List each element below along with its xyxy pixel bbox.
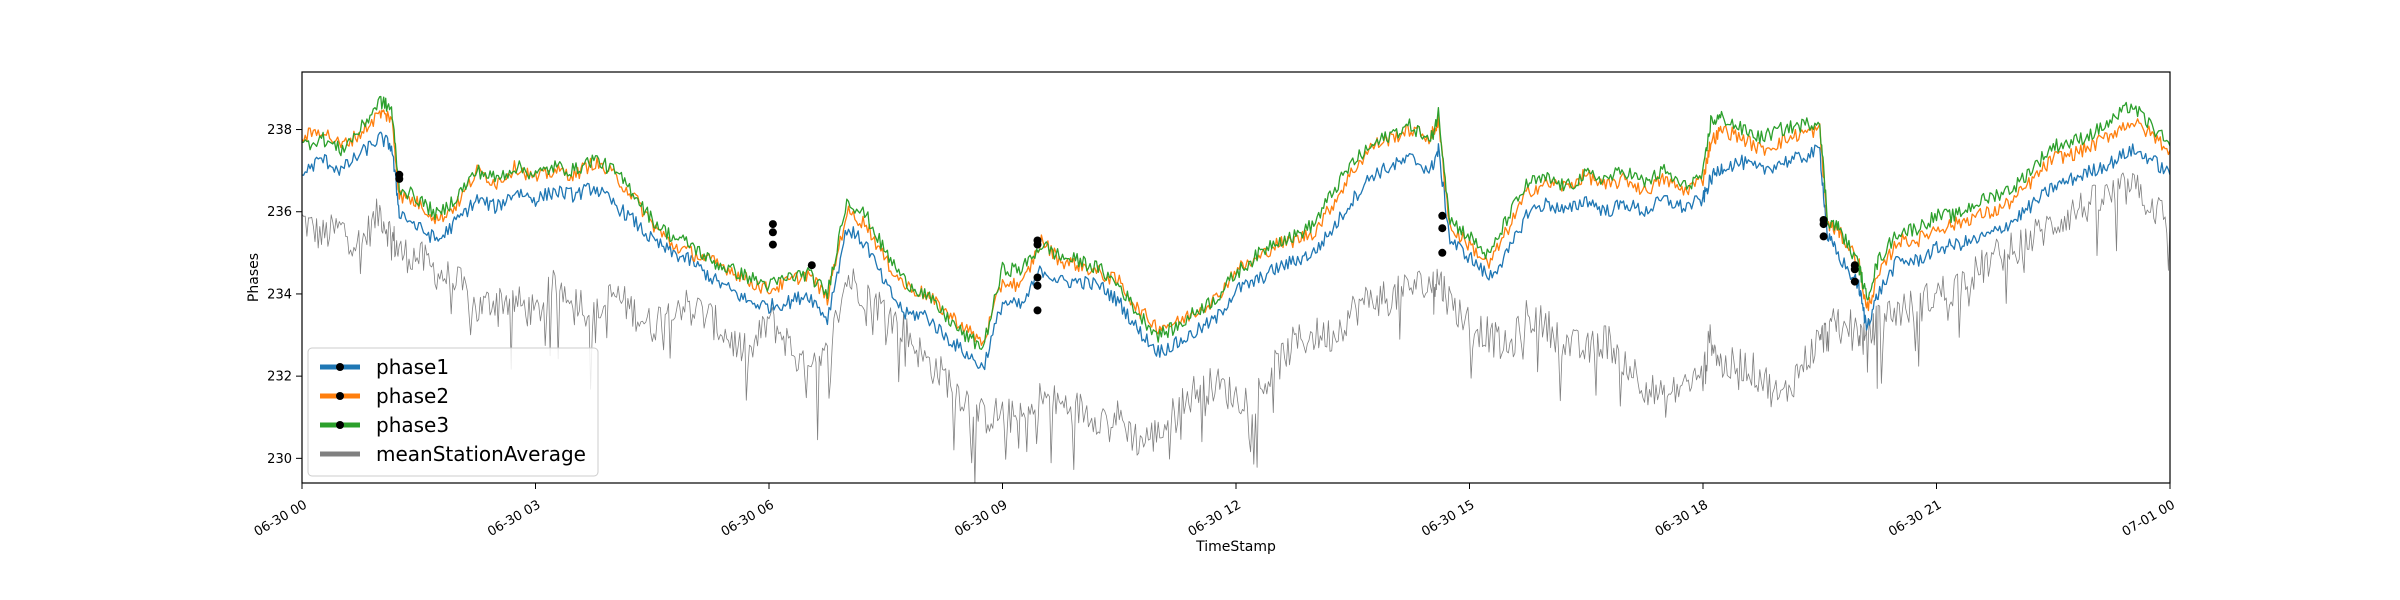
legend-label-phase2: phase2: [376, 384, 449, 408]
event-marker: [1819, 220, 1828, 229]
series-line-meanStationAverage: [302, 172, 2170, 483]
series-layer: [302, 95, 2170, 483]
event-marker: [807, 261, 816, 270]
x-tick-label: 06-30 06: [719, 498, 777, 540]
event-marker: [768, 240, 777, 249]
event-marker: [395, 174, 404, 183]
legend-label-phase1: phase1: [376, 355, 449, 379]
event-marker: [1033, 281, 1042, 290]
event-marker: [1819, 232, 1828, 241]
y-tick-label: 236: [267, 205, 292, 220]
event-marker: [1033, 240, 1042, 249]
x-tick-label: 07-01 00: [2120, 498, 2178, 540]
x-tick-label: 06-30 21: [1886, 498, 1944, 540]
event-marker: [1850, 277, 1859, 286]
event-marker: [1438, 248, 1447, 257]
legend-label-meanStationAverage: meanStationAverage: [376, 442, 586, 466]
legend-marker: [336, 421, 344, 429]
event-marker: [1033, 273, 1042, 282]
x-tick-label: 06-30 18: [1653, 498, 1711, 540]
event-marker: [1438, 211, 1447, 220]
event-marker: [768, 220, 777, 229]
legend-label-phase3: phase3: [376, 413, 449, 437]
legend: phase1 phase2 phase3 meanStationAverage: [307, 347, 599, 477]
x-tick-label: 06-30 00: [252, 498, 310, 540]
y-tick-label: 232: [267, 370, 292, 385]
y-tick-label: 234: [267, 287, 292, 302]
event-marker: [1033, 306, 1042, 315]
series-line-phase3: [302, 95, 2170, 350]
x-axis-title: TimeStamp: [1195, 539, 1276, 555]
x-tick-label: 06-30 03: [485, 498, 543, 540]
y-tick-label: 230: [267, 452, 292, 467]
x-tick-label: 06-30 15: [1419, 498, 1477, 540]
event-marker: [1438, 224, 1447, 233]
legend-marker: [336, 392, 344, 400]
legend-marker: [336, 363, 344, 371]
y-tick-label: 238: [267, 123, 292, 138]
series-line-phase1: [302, 131, 2170, 371]
x-tick-label: 06-30 12: [1186, 498, 1244, 540]
y-axis-title: Phases: [246, 253, 262, 302]
event-marker: [768, 228, 777, 237]
x-axis: 06-30 00 06-30 03 06-30 06 06-30 09 06-30 12…: [252, 483, 2178, 540]
event-marker: [1850, 265, 1859, 274]
legend-box: [307, 347, 599, 477]
x-tick-label: 06-30 09: [952, 498, 1010, 540]
marker-layer: [395, 170, 1859, 315]
y-axis: 230 232 234 236 238: [267, 123, 302, 467]
